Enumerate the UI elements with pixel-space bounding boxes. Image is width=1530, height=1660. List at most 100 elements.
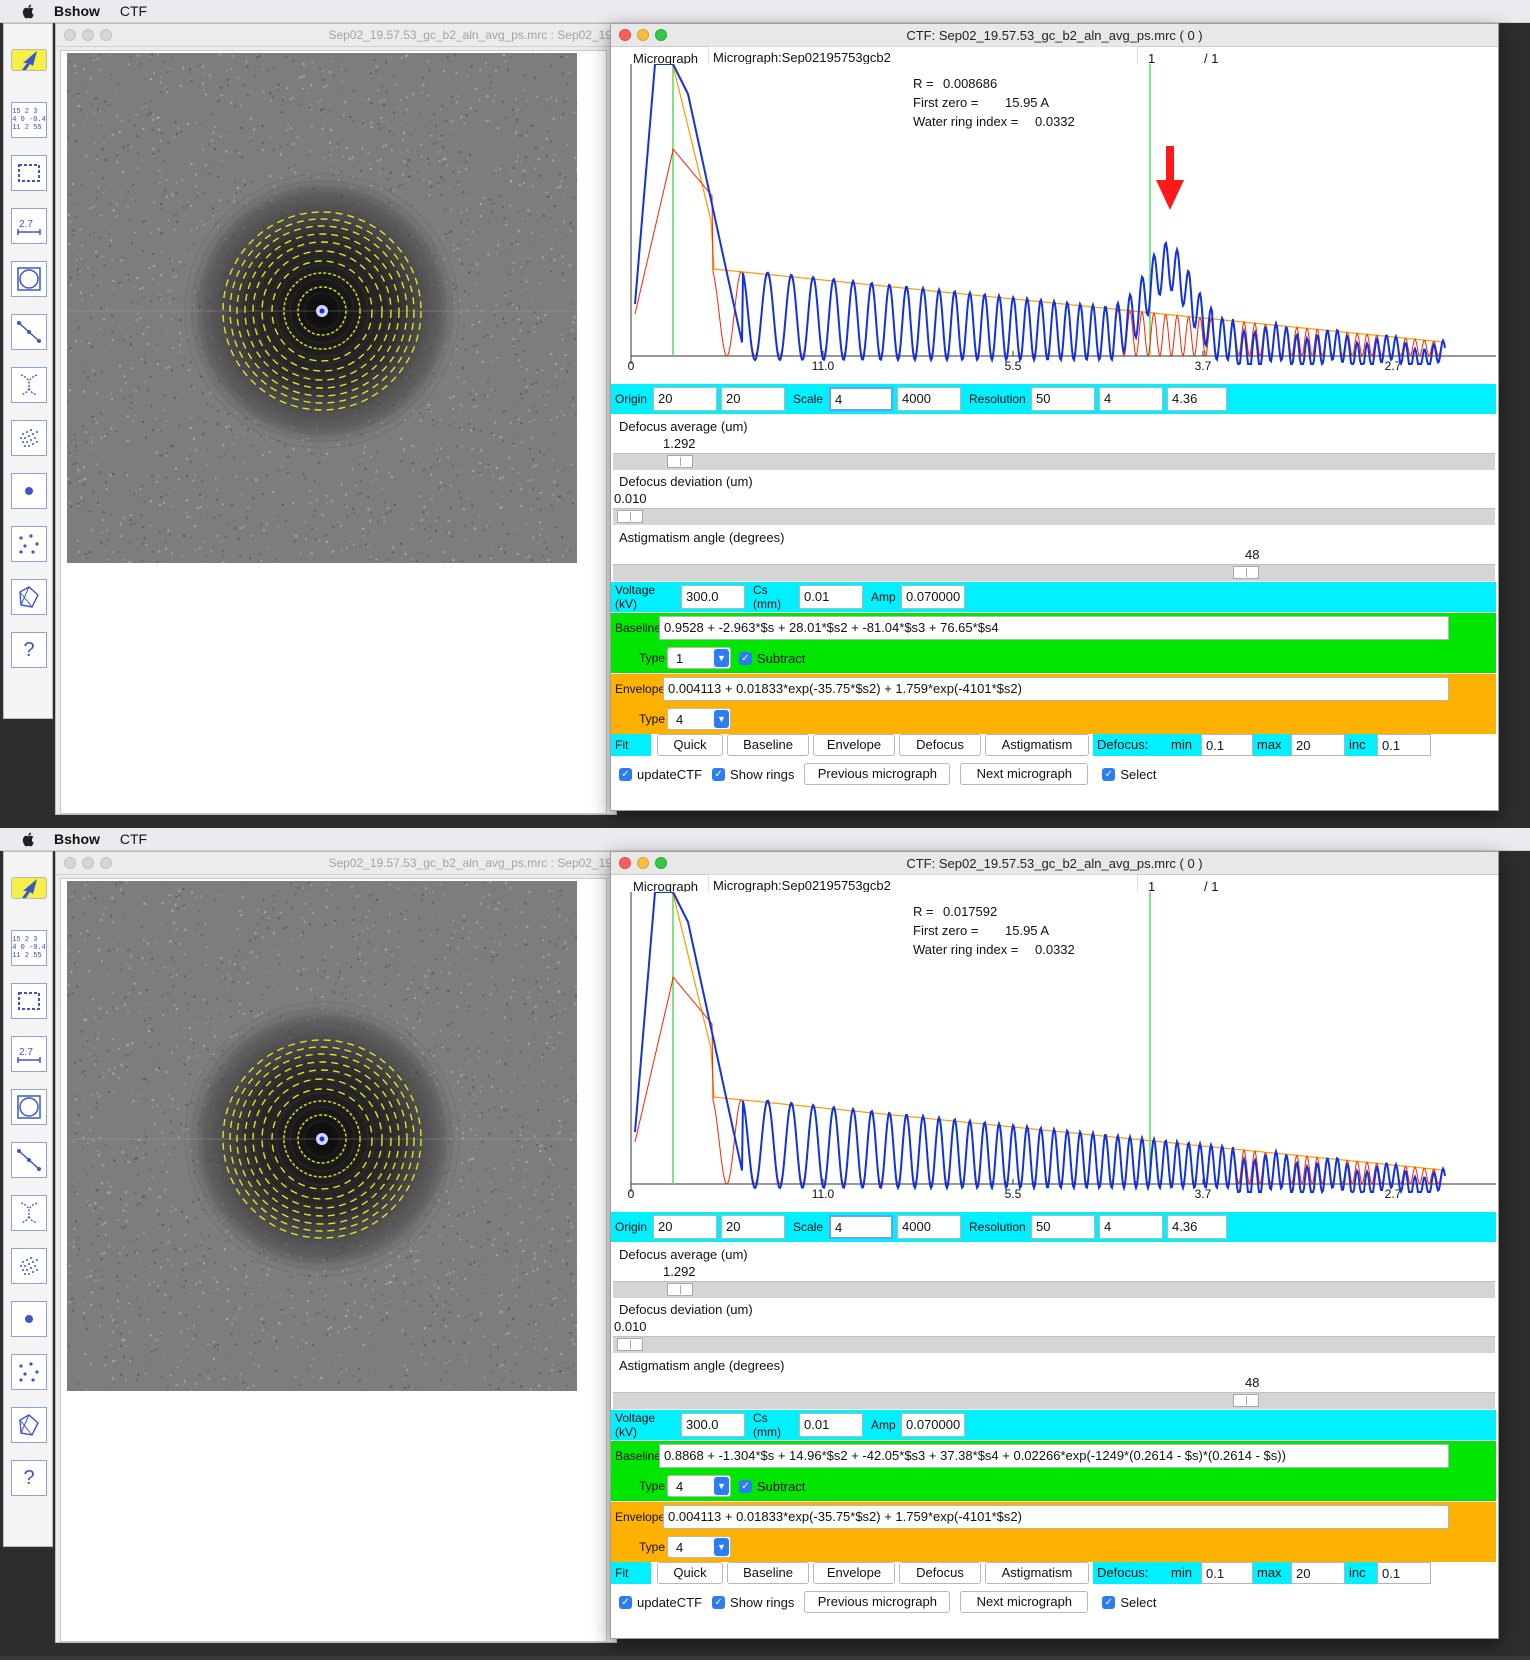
previous-micrograph-button[interactable]: Previous micrograph	[804, 1591, 951, 1613]
box-select-tool-button[interactable]	[11, 155, 47, 191]
line-tool-button[interactable]	[11, 1142, 47, 1178]
ctf-menu[interactable]: CTF	[119, 831, 148, 847]
next-micrograph-button[interactable]: Next micrograph	[960, 1591, 1089, 1613]
astigmatism-angle-slider[interactable]	[613, 564, 1495, 581]
pointer-tool-button[interactable]	[11, 877, 47, 899]
baseline-expression-field[interactable]: 0.8868 + -1.304*$s + 14.96*$s2 + -42.05*…	[659, 1444, 1449, 1468]
power-spectrum-image[interactable]	[67, 881, 577, 1391]
resolution-high-field[interactable]: 4	[1099, 387, 1163, 411]
image-canvas[interactable]	[60, 878, 607, 1642]
power-spectrum-image[interactable]	[67, 53, 577, 563]
app-menu[interactable]: Bshow	[54, 3, 100, 19]
measure-tool-button[interactable]: 2.7	[11, 1036, 47, 1072]
resolution-low-field[interactable]: 50	[1031, 387, 1095, 411]
point-tool-button[interactable]	[11, 1301, 47, 1337]
window-controls-inactive[interactable]	[64, 857, 112, 869]
quick-fit-button[interactable]: Quick	[657, 734, 723, 756]
circle-tool-button[interactable]	[11, 1089, 47, 1125]
envelope-fit-button[interactable]: Envelope	[813, 734, 895, 756]
voltage-field[interactable]: 300.0	[681, 585, 745, 609]
window-controls[interactable]	[619, 29, 667, 41]
app-menu[interactable]: Bshow	[54, 831, 100, 847]
update-ctf-checkbox[interactable]: ✓ updateCTF	[619, 1595, 702, 1610]
defocus-fit-button[interactable]: Defocus	[899, 734, 981, 756]
lattice-tool-button[interactable]	[11, 420, 47, 456]
polygon-tool-button[interactable]	[11, 1407, 47, 1443]
show-rings-checkbox[interactable]: ✓ Show rings	[712, 767, 794, 782]
scale-x-field[interactable]: 4	[829, 1215, 893, 1239]
slider-thumb[interactable]	[1233, 566, 1259, 579]
update-ctf-checkbox[interactable]: ✓ updateCTF	[619, 767, 702, 782]
scale-x-field[interactable]: 4	[829, 387, 893, 411]
quick-fit-button[interactable]: Quick	[657, 1562, 723, 1584]
astigmatism-angle-slider[interactable]	[613, 1392, 1495, 1409]
particles-tool-button[interactable]	[11, 1354, 47, 1390]
slider-thumb[interactable]	[617, 510, 643, 523]
apple-icon[interactable]	[20, 831, 38, 847]
voltage-field[interactable]: 300.0	[681, 1413, 745, 1437]
ctf-plot[interactable]: 0 11.0 5.5 3.7 2.7 R = 0.008686 First zero = 15.…	[613, 64, 1496, 376]
image-canvas[interactable]	[60, 50, 607, 814]
origin-x-field[interactable]: 20	[653, 387, 717, 411]
defocus-average-slider[interactable]	[613, 453, 1495, 470]
circle-tool-button[interactable]	[11, 261, 47, 297]
subtract-checkbox[interactable]: ✓ Subtract	[739, 651, 805, 666]
lattice-tool-button[interactable]	[11, 1248, 47, 1284]
filament-tool-button[interactable]	[11, 367, 47, 403]
origin-x-field[interactable]: 20	[653, 1215, 717, 1239]
baseline-fit-button[interactable]: Baseline	[727, 734, 809, 756]
apple-icon[interactable]	[20, 3, 38, 19]
envelope-type-select[interactable]: 4 ▼	[667, 708, 731, 730]
subtract-checkbox[interactable]: ✓ Subtract	[739, 1479, 805, 1494]
ctf-menu[interactable]: CTF	[119, 3, 148, 19]
baseline-type-select[interactable]: 4 ▼	[667, 1475, 731, 1497]
envelope-type-select[interactable]: 4 ▼	[667, 1536, 731, 1558]
cs-field[interactable]: 0.01	[799, 585, 863, 609]
window-controls[interactable]	[619, 857, 667, 869]
select-checkbox[interactable]: ✓ Select	[1102, 1595, 1157, 1610]
amp-field[interactable]: 0.070000	[901, 1413, 965, 1437]
slider-thumb[interactable]	[667, 1283, 693, 1296]
box-select-tool-button[interactable]	[11, 983, 47, 1019]
astigmatism-fit-button[interactable]: Astigmatism	[985, 734, 1089, 756]
defocus-max-field[interactable]: 20	[1291, 734, 1345, 756]
defocus-min-field[interactable]: 0.1	[1201, 1562, 1253, 1584]
origin-y-field[interactable]: 20	[721, 387, 785, 411]
resolution-low-field[interactable]: 50	[1031, 1215, 1095, 1239]
polygon-tool-button[interactable]	[11, 579, 47, 615]
defocus-average-slider[interactable]	[613, 1281, 1495, 1298]
defocus-inc-field[interactable]: 0.1	[1377, 1562, 1431, 1584]
next-micrograph-button[interactable]: Next micrograph	[960, 763, 1089, 785]
defocus-deviation-slider[interactable]	[613, 508, 1495, 525]
measure-tool-button[interactable]: 2.7	[11, 208, 47, 244]
pointer-tool-button[interactable]	[11, 49, 47, 71]
origin-y-field[interactable]: 20	[721, 1215, 785, 1239]
help-tool-button[interactable]: ?	[11, 632, 47, 668]
slider-thumb[interactable]	[1233, 1394, 1259, 1407]
defocus-deviation-slider[interactable]	[613, 1336, 1495, 1353]
cs-field[interactable]: 0.01	[799, 1413, 863, 1437]
baseline-type-select[interactable]: 1 ▼	[667, 647, 731, 669]
astigmatism-fit-button[interactable]: Astigmatism	[985, 1562, 1089, 1584]
line-tool-button[interactable]	[11, 314, 47, 350]
defocus-max-field[interactable]: 20	[1291, 1562, 1345, 1584]
baseline-fit-button[interactable]: Baseline	[727, 1562, 809, 1584]
envelope-expression-field[interactable]: 0.004113 + 0.01833*exp(-35.75*$s2) + 1.7…	[663, 677, 1449, 701]
resolution-current-field[interactable]: 4.36	[1167, 1215, 1227, 1239]
ctf-plot[interactable]: 0 11.0 5.5 3.7 2.7 R = 0.017592 First zero = 15.…	[613, 892, 1496, 1204]
scale-y-field[interactable]: 4000	[897, 387, 961, 411]
resolution-current-field[interactable]: 4.36	[1167, 387, 1227, 411]
select-checkbox[interactable]: ✓ Select	[1102, 767, 1157, 782]
window-controls-inactive[interactable]	[64, 29, 112, 41]
show-rings-checkbox[interactable]: ✓ Show rings	[712, 1595, 794, 1610]
amp-field[interactable]: 0.070000	[901, 585, 965, 609]
resolution-high-field[interactable]: 4	[1099, 1215, 1163, 1239]
slider-thumb[interactable]	[667, 455, 693, 468]
slider-thumb[interactable]	[617, 1338, 643, 1351]
defocus-fit-button[interactable]: Defocus	[899, 1562, 981, 1584]
defocus-min-field[interactable]: 0.1	[1201, 734, 1253, 756]
envelope-expression-field[interactable]: 0.004113 + 0.01833*exp(-35.75*$s2) + 1.7…	[663, 1505, 1449, 1529]
filament-tool-button[interactable]	[11, 1195, 47, 1231]
